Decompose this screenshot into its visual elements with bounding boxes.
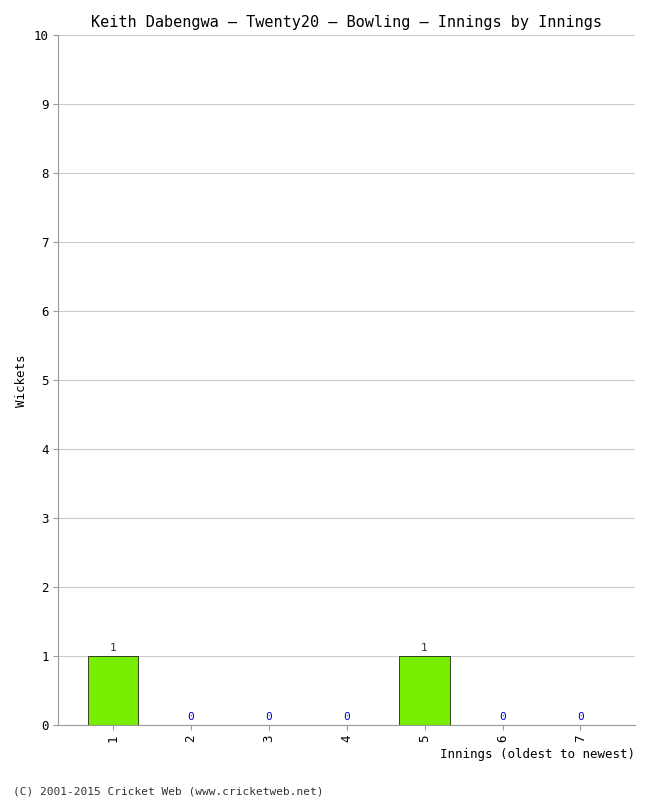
Text: (C) 2001-2015 Cricket Web (www.cricketweb.net): (C) 2001-2015 Cricket Web (www.cricketwe… [13, 786, 324, 796]
Title: Keith Dabengwa – Twenty20 – Bowling – Innings by Innings: Keith Dabengwa – Twenty20 – Bowling – In… [91, 15, 602, 30]
Text: 1: 1 [421, 642, 428, 653]
Text: 0: 0 [577, 712, 584, 722]
Text: 1: 1 [109, 642, 116, 653]
Text: 0: 0 [343, 712, 350, 722]
Bar [88, 656, 138, 726]
Y-axis label: Wickets: Wickets [15, 354, 28, 406]
Text: 0: 0 [265, 712, 272, 722]
Bar [399, 656, 450, 726]
Text: 0: 0 [187, 712, 194, 722]
X-axis label: Innings (oldest to newest): Innings (oldest to newest) [440, 748, 635, 761]
Text: 0: 0 [499, 712, 506, 722]
